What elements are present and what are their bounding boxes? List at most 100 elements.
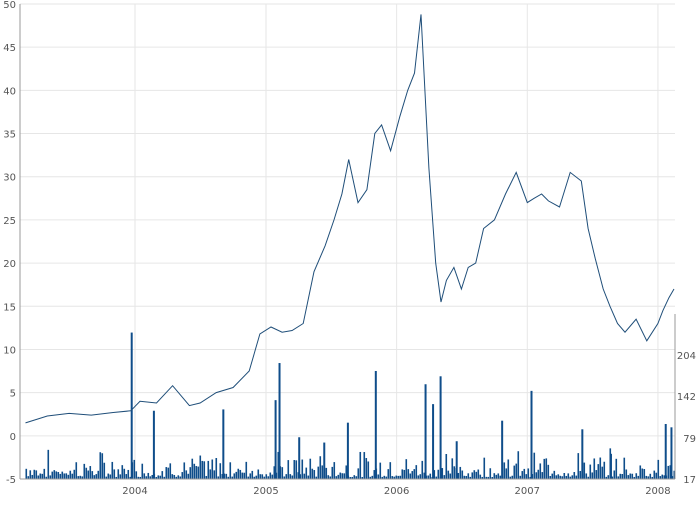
volume-bar <box>569 476 572 479</box>
y-tick-label: 40 <box>3 86 16 97</box>
volume-bar <box>307 475 310 479</box>
volume-bar <box>489 468 492 479</box>
volume-bar <box>133 459 136 479</box>
volume-bar <box>599 457 602 479</box>
volume-bar <box>219 463 222 479</box>
volume-bar <box>111 461 114 479</box>
volume-bar <box>543 458 546 479</box>
volume-bar <box>619 473 622 479</box>
volume-bar <box>397 475 400 479</box>
volume-bar <box>445 454 448 479</box>
volume-bar <box>333 462 336 479</box>
volume-bar <box>581 429 584 479</box>
volume-bar <box>565 475 568 479</box>
volume-bar <box>315 476 318 479</box>
volume-bar <box>337 474 340 479</box>
volume-bar <box>627 475 630 479</box>
volume-bar <box>311 468 314 479</box>
volume-bar <box>71 473 74 479</box>
y-tick-label: 50 <box>3 0 16 11</box>
volume-bar <box>269 472 272 479</box>
price-line <box>25 14 675 424</box>
volume-bar <box>457 472 460 479</box>
volume-bar <box>235 471 238 479</box>
volume-bar <box>493 473 496 479</box>
volume-bar <box>105 476 108 479</box>
volume-bar <box>631 473 634 479</box>
volume-bar <box>433 470 436 479</box>
volume-bar <box>607 475 610 479</box>
volume-bar <box>127 469 130 479</box>
volume-bar <box>77 476 80 479</box>
volume-bar <box>209 469 212 479</box>
volume-bar <box>341 473 344 479</box>
volume-bar <box>463 475 466 479</box>
volume-bar <box>459 466 462 479</box>
volume-tick-label: 204 <box>677 351 696 362</box>
volume-bar <box>415 465 418 479</box>
volume-bar <box>481 476 484 479</box>
volume-bar <box>346 422 349 479</box>
volume-bar <box>597 464 600 479</box>
volume-bar <box>273 466 276 479</box>
volume-bar <box>367 461 370 479</box>
volume-bar <box>135 471 138 479</box>
volume-bar <box>39 473 42 479</box>
volume-bar <box>93 475 96 479</box>
volume-bar <box>89 466 92 479</box>
volume-bar <box>577 453 580 479</box>
volume-bar <box>483 457 486 479</box>
volume-bar <box>65 473 68 479</box>
volume-bar <box>179 476 182 479</box>
volume-bar <box>117 469 120 479</box>
volume-bar <box>213 470 216 479</box>
volume-bar <box>59 473 62 479</box>
volume-bar <box>447 470 450 479</box>
volume-bar <box>339 472 342 479</box>
y-tick-label: 30 <box>3 173 16 184</box>
y-tick-label: 5 <box>10 389 16 400</box>
volume-bar <box>551 473 554 479</box>
volume-bar <box>563 472 566 479</box>
volume-bar <box>641 468 644 479</box>
volume-bar <box>277 451 280 479</box>
volume-bar <box>301 459 304 479</box>
volume-bar <box>227 476 230 479</box>
volume-bar <box>145 476 148 479</box>
volume-bar <box>427 475 430 479</box>
volume-bar <box>361 476 364 479</box>
volume-bar <box>261 474 264 479</box>
volume-bar <box>507 459 510 479</box>
volume-bar <box>437 469 440 479</box>
volume-bar <box>175 476 178 479</box>
volume-bar <box>417 475 420 479</box>
volume-bar <box>501 420 504 479</box>
volume-bar <box>635 473 638 479</box>
volume-bar <box>559 475 562 479</box>
volume-bar <box>587 476 590 479</box>
volume-bar <box>309 458 312 479</box>
volume-bar <box>453 466 456 479</box>
volume-bar <box>329 476 332 479</box>
volume-bar <box>281 467 284 479</box>
volume-bar <box>103 462 106 479</box>
volume-bar <box>549 475 552 479</box>
volume-bar <box>335 476 338 479</box>
volume-bar <box>163 476 166 479</box>
volume-bar <box>157 475 160 479</box>
volume-bar <box>298 437 301 479</box>
volume-bar <box>31 474 34 479</box>
volume-bar <box>45 476 48 479</box>
volume-bar <box>313 470 316 479</box>
volume-bar <box>487 476 490 479</box>
volume-bar <box>669 465 672 479</box>
volume-bar <box>519 475 522 479</box>
volume-bar <box>485 476 488 479</box>
volume-bar <box>613 470 616 479</box>
volume-bar <box>129 476 132 479</box>
volume-bar <box>141 463 144 479</box>
price-line-layer <box>25 14 675 424</box>
volume-bar <box>517 451 520 479</box>
volume-bar <box>222 409 225 479</box>
